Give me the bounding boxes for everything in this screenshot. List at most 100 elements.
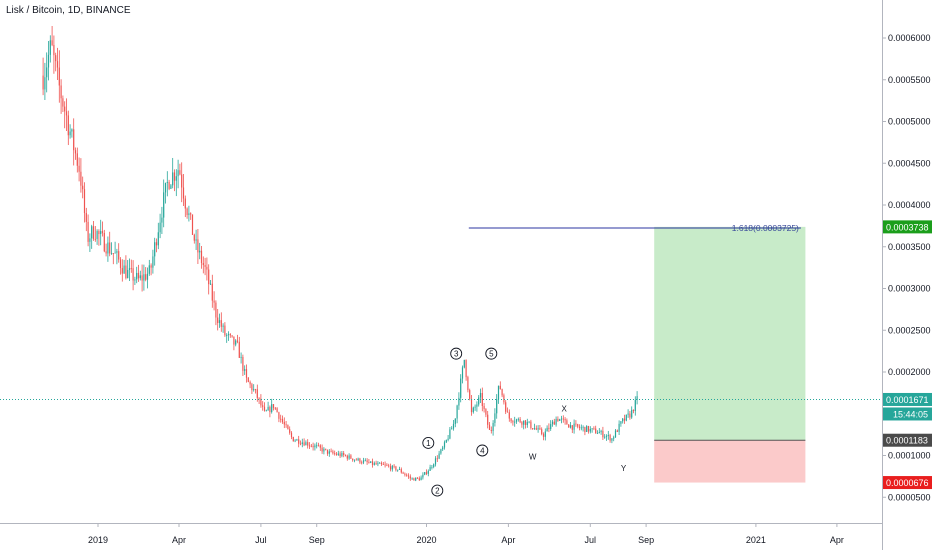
candle-body: [173, 172, 176, 181]
candle-body: [530, 421, 532, 429]
candle-body: [56, 61, 59, 68]
candle-body: [267, 406, 269, 411]
candle-body: [632, 409, 635, 411]
stop-price-badge: 0.0000676: [886, 478, 929, 488]
candle-body: [398, 469, 401, 470]
candle-body: [524, 420, 527, 426]
candle-body: [96, 231, 98, 239]
candle-body: [409, 476, 411, 479]
candle-body: [551, 421, 554, 425]
candle-body: [179, 170, 181, 175]
candle-body: [213, 300, 215, 303]
candle-body: [627, 413, 629, 415]
candle-body: [377, 463, 379, 465]
candle-body: [222, 325, 224, 327]
candle-body: [607, 435, 609, 437]
candle-body: [566, 420, 568, 425]
candle-body: [397, 469, 399, 471]
candle-body: [308, 445, 311, 447]
candle-body: [290, 432, 293, 438]
candle-body: [366, 460, 368, 463]
candle-body: [611, 438, 613, 441]
candle-body: [562, 418, 564, 420]
y-tick-label: 0.0003000: [888, 284, 931, 294]
candle-body: [355, 459, 357, 461]
candle-body: [476, 404, 478, 407]
candle-body: [143, 274, 145, 281]
candle-body: [49, 40, 51, 55]
candle-body: [544, 431, 546, 437]
candle-body: [272, 404, 275, 408]
candle-body: [485, 409, 487, 415]
x-tick-label: Apr: [501, 535, 515, 545]
candle-body: [431, 466, 433, 468]
candle-body: [605, 436, 608, 437]
candle-body: [245, 369, 248, 378]
candle-body: [434, 458, 437, 465]
candle-body: [231, 335, 233, 337]
candle-body: [314, 445, 316, 448]
candle-body: [593, 428, 595, 430]
candle-body: [533, 428, 536, 430]
candle-body: [415, 477, 417, 481]
candle-body: [60, 85, 62, 99]
candle-body: [503, 395, 505, 403]
candle-body: [301, 442, 303, 444]
candle-body: [168, 181, 170, 189]
candle-body: [132, 268, 134, 281]
candle-body: [368, 462, 370, 463]
candle-body: [510, 418, 512, 422]
candle-body: [85, 213, 87, 222]
candle-body: [393, 465, 395, 467]
wave-label: W: [529, 452, 537, 461]
x-tick-label: 2021: [746, 535, 766, 545]
candle-body: [350, 455, 352, 459]
candle-body: [514, 421, 516, 423]
candle-body: [580, 427, 582, 429]
candle-body: [416, 477, 419, 479]
candle-body: [539, 428, 541, 430]
candle-body: [424, 472, 426, 475]
candle-body: [262, 405, 264, 407]
wave-label: 3: [454, 350, 459, 359]
candle-body: [451, 428, 453, 430]
entry-price-badge-bg: [883, 433, 932, 447]
candle-body: [379, 462, 381, 464]
candle-body: [298, 439, 300, 444]
candle-body: [226, 335, 228, 336]
candle-body: [242, 356, 244, 371]
candle-body: [406, 474, 408, 476]
candle-body: [233, 336, 235, 345]
y-tick-label: 0.0005000: [888, 117, 931, 127]
candle-body: [127, 269, 129, 279]
candle-body: [337, 453, 339, 455]
candle-body: [182, 187, 185, 199]
candle-body: [496, 399, 498, 414]
candle-body: [497, 385, 500, 400]
candle-body: [596, 433, 599, 435]
candle-body: [454, 418, 456, 424]
y-tick-label: 0.0006000: [888, 33, 931, 43]
candle-body: [557, 418, 559, 421]
candle-body: [442, 447, 444, 450]
candle-body: [564, 419, 566, 421]
candle-body: [278, 412, 280, 419]
candle-body: [586, 426, 588, 432]
candle-body: [256, 389, 258, 398]
wave-label: Y: [621, 464, 627, 473]
candle-body: [609, 435, 611, 441]
candle-body: [326, 449, 329, 454]
candle-body: [55, 55, 57, 62]
candle-body: [78, 165, 80, 172]
candle-body: [217, 317, 219, 323]
candle-body: [105, 251, 107, 254]
x-tick-label: Sep: [309, 535, 325, 545]
candle-body: [294, 440, 296, 442]
candle-body: [537, 428, 539, 430]
candle-body: [67, 115, 69, 136]
wave-label-circle: [422, 437, 435, 449]
candle-body: [175, 176, 177, 181]
current-price-badge-bg: [883, 392, 932, 406]
